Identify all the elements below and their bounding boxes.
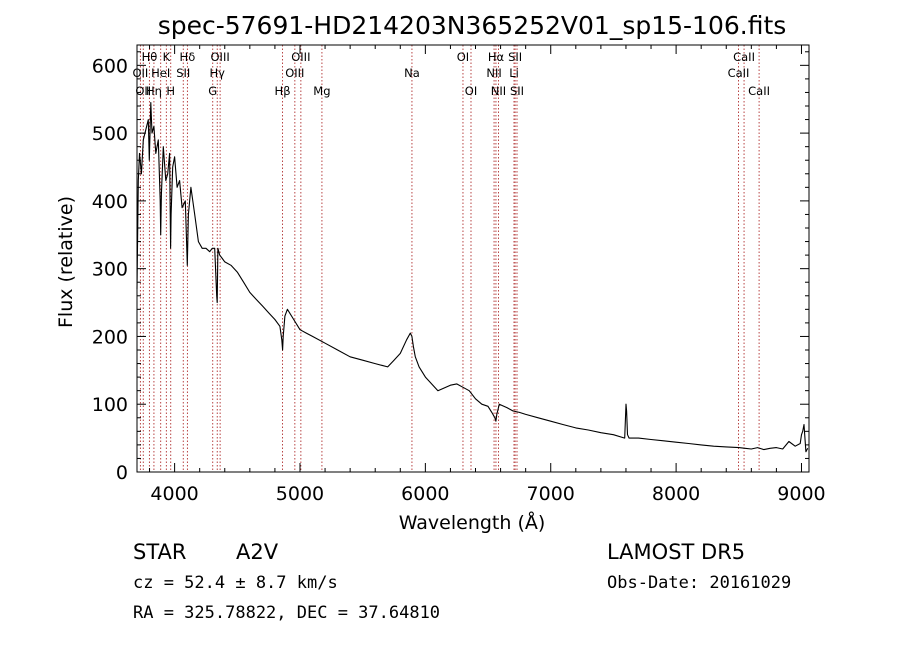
plot-frame	[136, 44, 810, 473]
line-marker-label: CaII	[748, 84, 770, 98]
line-marker-label: Hδ	[180, 50, 196, 64]
line-marker-label: NII	[491, 84, 506, 98]
line-marker-label: SII	[176, 66, 190, 80]
emission-line-labels: OIIOIIHθHηHeIKHSIIHδGHγOIIIHβOIIIOIIIMgN…	[132, 50, 770, 98]
x-axis-ticks: 4000 5000 6000 7000 8000 9000	[149, 45, 826, 505]
y-tick-label: 300	[92, 259, 128, 281]
line-marker-label: H	[166, 84, 175, 98]
y-axis-ticks: 0 100 200 300 400 500 600	[92, 51, 809, 484]
x-tick-label: 9000	[777, 483, 825, 505]
line-marker-label: SII	[510, 84, 524, 98]
line-marker-label: Mg	[313, 84, 330, 98]
survey-name: LAMOST DR5	[607, 540, 745, 564]
x-tick-label: 5000	[276, 483, 324, 505]
line-marker-label: OII	[135, 84, 151, 98]
coordinates: RA = 325.78822, DEC = 37.64810	[133, 603, 440, 623]
y-tick-label: 200	[92, 326, 128, 348]
line-marker-label: Hθ	[142, 50, 158, 64]
emission-line-markers	[139, 45, 760, 472]
line-marker-label: Hη	[146, 84, 162, 98]
x-tick-label: 6000	[401, 483, 449, 505]
x-axis-label: Wavelength (Å)	[399, 511, 546, 534]
spectrum-line	[136, 102, 809, 453]
y-tick-label: 500	[92, 123, 128, 145]
x-tick-label: 7000	[527, 483, 575, 505]
y-tick-label: 0	[116, 462, 128, 484]
x-tick-label: 8000	[652, 483, 700, 505]
line-marker-label: OII	[132, 66, 148, 80]
line-marker-label: OI	[457, 50, 469, 64]
x-tick-label: 4000	[150, 483, 198, 505]
line-marker-label: OI	[465, 84, 477, 98]
chart-title: spec-57691-HD214203N365252V01_sp15-106.f…	[158, 11, 787, 40]
line-marker-label: Hα	[488, 50, 505, 64]
redshift-readout: cz = 52.4 ± 8.7 km/s	[133, 573, 338, 593]
line-marker-label: G	[208, 84, 217, 98]
line-marker-label: CaII	[733, 50, 755, 64]
line-marker-label: Na	[404, 66, 420, 80]
line-marker-label: OIII	[291, 50, 310, 64]
spectral-subclass: A2V	[236, 540, 279, 564]
y-tick-label: 600	[92, 55, 128, 77]
observation-date: Obs-Date: 20161029	[607, 573, 791, 593]
line-marker-label: SII	[508, 50, 522, 64]
line-marker-label: Hγ	[210, 66, 226, 80]
line-marker-label: Hβ	[275, 84, 291, 98]
y-tick-label: 100	[92, 394, 128, 416]
line-marker-label: OIII	[285, 66, 304, 80]
line-marker-label: NII	[486, 66, 501, 80]
line-marker-label: CaII	[728, 66, 750, 80]
line-marker-label: OIII	[211, 50, 230, 64]
line-marker-label: Li	[509, 66, 519, 80]
object-class: STAR	[133, 540, 186, 564]
y-axis-label: Flux (relative)	[55, 196, 77, 328]
line-marker-label: HeI	[151, 66, 170, 80]
line-marker-label: K	[163, 50, 171, 64]
y-tick-label: 400	[92, 191, 128, 213]
